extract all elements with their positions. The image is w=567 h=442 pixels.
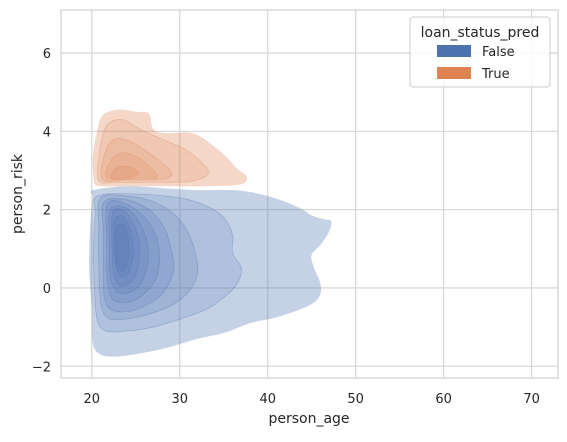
legend-swatch-true: [437, 67, 471, 79]
legend: loan_status_pred False True: [409, 16, 551, 88]
density-level-false-4: [101, 198, 175, 313]
y-axis-label: person_risk: [10, 153, 26, 234]
x-tick-label: 60: [435, 392, 452, 407]
density-level-false-5: [105, 200, 160, 303]
x-tick-label: 20: [84, 392, 101, 407]
density-contours: [89, 109, 332, 357]
density-level-false-8: [113, 215, 134, 278]
density-level-true-5: [110, 165, 139, 179]
density-level-true-2: [96, 119, 209, 184]
x-tick-label: 50: [347, 392, 364, 407]
density-series-false: [89, 186, 332, 357]
density-level-false-3: [97, 194, 199, 320]
density-level-false-7: [111, 208, 141, 287]
density-level-true-4: [105, 152, 158, 180]
legend-swatch-false: [437, 45, 471, 57]
legend-title: loan_status_pred: [421, 25, 540, 41]
x-tick-label: 70: [523, 392, 540, 407]
x-axis-label: person_age: [268, 411, 349, 427]
x-tick-label: 30: [171, 392, 188, 407]
density-level-true-1: [92, 109, 248, 187]
tick-labels: 20 30 40 50 60 70 −2 0 2 4 6: [32, 47, 540, 407]
density-series-true: [92, 109, 248, 187]
y-tick-label: 2: [43, 204, 51, 219]
y-tick-label: −2: [32, 360, 51, 375]
legend-label-false: False: [482, 45, 515, 60]
legend-label-true: True: [481, 67, 510, 82]
density-level-false-9: [114, 223, 130, 272]
plot-frame: [60, 9, 559, 379]
y-tick-label: 6: [43, 47, 51, 62]
density-level-true-3: [100, 137, 173, 182]
density-level-false-1: [89, 186, 332, 357]
y-tick-label: 0: [43, 282, 51, 297]
y-tick-label: 4: [43, 125, 51, 140]
x-tick-label: 40: [259, 392, 276, 407]
density-level-false-6: [108, 205, 149, 294]
density-level-false-2: [93, 193, 242, 333]
